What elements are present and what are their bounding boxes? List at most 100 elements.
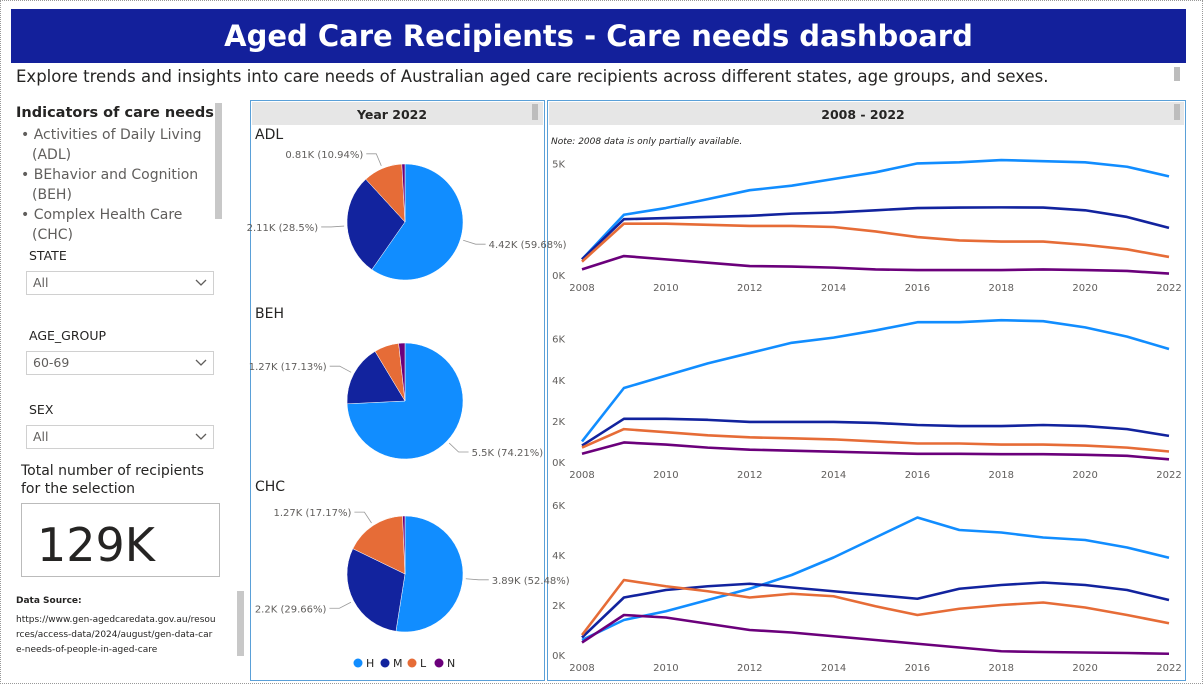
panel-frame [250,100,545,681]
panel-title: 2008 - 2022 [821,107,904,122]
filter-label: SEX [29,402,54,417]
x-tick-label: 2012 [737,283,762,294]
series-line [581,613,1170,656]
indicators-list: • Activities of Daily Living (ADL) • BEh… [21,125,216,245]
y-tick-label: 4K [552,376,565,387]
legend-marker [407,658,417,668]
x-tick-label: 2008 [569,470,594,481]
leader-line [448,442,469,453]
pie-slice [398,342,406,402]
note: Note: 2008 data is only partially availa… [551,137,742,147]
indicator: • Activities of Daily Living (ADL) [21,127,202,163]
series-line [581,417,1170,447]
y-tick-label: 6K [552,335,565,346]
x-tick-label: 2010 [653,663,678,674]
pie-slice [352,515,406,575]
pie-slice [346,350,406,405]
total-card: 129K [21,503,220,577]
subtitle: Explore trends and insights into care ne… [16,67,1049,86]
data-label: 2.11K (28.5%) [247,223,319,234]
y-tick-label: 6K [552,501,565,512]
series-line [580,578,1170,636]
data-label: 4.42K (59.68%) [489,240,567,251]
y-tick-label: 4K [552,551,565,562]
legend-label: L [420,657,427,670]
series-line [581,254,1170,275]
x-tick-label: 2022 [1156,470,1181,481]
pie-slice [346,548,406,632]
x-tick-label: 2014 [821,470,846,481]
leader-line [354,511,372,524]
pie-slice [402,515,406,575]
x-tick-label: 2014 [821,663,846,674]
x-tick-label: 2008 [569,283,594,294]
y-tick-label: 2K [552,601,565,612]
scrollbar[interactable] [1174,104,1180,120]
pie-slice [395,515,464,633]
series-line [581,206,1170,261]
x-tick-label: 2012 [737,663,762,674]
series-line [580,318,1170,443]
title-bar: Aged Care Recipients - Care needs dashbo… [11,9,1186,63]
x-tick-label: 2018 [989,470,1014,481]
x-tick-label: 2020 [1072,663,1097,674]
filter-label: AGE_GROUP [29,328,107,343]
x-tick-label: 2018 [989,663,1014,674]
x-tick-label: 2014 [821,283,846,294]
total-label: Total number of recipients for the selec… [21,463,204,497]
legend-marker [353,658,363,668]
dropdown[interactable]: 60-69 [26,351,214,375]
chevron [195,433,207,440]
series-line [581,427,1170,453]
data-label: 1.27K (17.17%) [273,508,351,519]
leader-line [465,578,489,581]
x-tick-label: 2022 [1156,283,1181,294]
series-line [581,222,1170,263]
data-label: 5.5K (74.21%) [472,448,544,459]
pie-slice [371,163,464,281]
pie-slice [401,163,406,223]
pie-title: CHC [255,479,285,495]
panel-title: Year 2022 [356,107,427,122]
y-tick-label: 0K [552,651,565,662]
legend-label: N [447,657,455,670]
x-tick-label: 2016 [905,663,930,674]
series-line [581,516,1170,642]
source-title: Data Source: [16,596,82,606]
indicator-text: BEhavior and Cognition (BEH) [32,167,199,203]
dropdown-value: All [33,429,49,444]
scrollbar[interactable] [215,103,222,219]
legend-marker [434,658,444,668]
dropdown-value: All [33,275,49,290]
x-tick-label: 2012 [737,470,762,481]
pie-slice [346,342,464,460]
leader-line [329,601,352,609]
series-line [581,441,1170,461]
pie-title: BEH [255,306,284,322]
dropdown[interactable]: All [26,271,214,295]
leader-line [463,239,486,245]
pie-title: ADL [255,127,283,143]
chevron [195,279,207,286]
x-tick-label: 2010 [653,283,678,294]
indicator: • Complex Health Care (CHC) [21,207,183,243]
scrollbar[interactable] [1174,67,1180,81]
total-value: 129K [37,518,155,572]
scrollbar[interactable] [237,591,244,656]
panel-header [549,102,1184,125]
pie-slice [346,178,406,270]
x-tick-label: 2018 [989,283,1014,294]
y-tick-label: 0K [552,458,565,469]
x-tick-label: 2010 [653,470,678,481]
y-tick-label: 2K [552,417,565,428]
leader-line [366,153,382,166]
legend-label: M [393,657,403,670]
scrollbar[interactable] [532,104,538,120]
legend-label: H [366,657,374,670]
dropdown-value: 60-69 [33,355,70,370]
data-label: 1.27K (17.13%) [249,362,327,373]
x-tick-label: 2008 [569,663,594,674]
dropdown[interactable]: All [26,425,214,449]
indicators-title: Indicators of care needs: [16,105,220,121]
